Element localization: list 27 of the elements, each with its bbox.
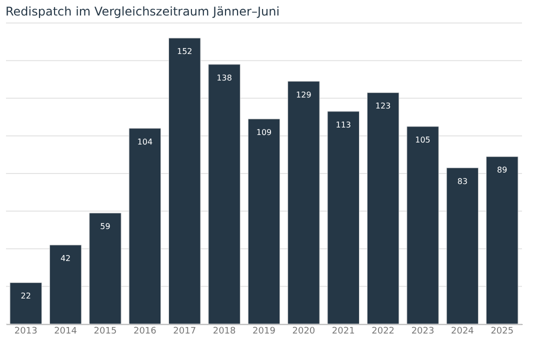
- data-label: 89: [497, 166, 508, 175]
- data-label: 83: [457, 176, 468, 186]
- x-tick-label: 2021: [332, 326, 355, 336]
- data-label: 123: [375, 102, 391, 111]
- x-tick-label: 2023: [411, 326, 434, 336]
- x-tick-label: 2018: [212, 326, 236, 336]
- x-tick-label: 2016: [133, 326, 157, 336]
- data-label: 129: [296, 90, 312, 100]
- x-tick-label: 2013: [14, 326, 38, 336]
- x-tick-label: 2014: [54, 326, 78, 336]
- data-label: 22: [20, 292, 31, 301]
- x-tick-label: 2015: [94, 326, 117, 336]
- data-label: 113: [336, 120, 352, 130]
- data-label: 105: [415, 135, 430, 144]
- data-label: 104: [137, 137, 153, 146]
- x-tick-label: 2020: [292, 326, 316, 336]
- x-tick-label: 2024: [451, 326, 474, 336]
- data-label: 59: [100, 222, 110, 232]
- x-tick-label: 2019: [252, 326, 276, 336]
- x-tick-label: 2017: [173, 326, 196, 336]
- data-label: 138: [216, 73, 232, 82]
- x-tick-label: 2025: [490, 326, 514, 336]
- data-label: 152: [176, 47, 192, 56]
- chart-title: Redispatch im Vergleichszeitraum Jänner–Juni: [6, 4, 280, 18]
- x-tick-label: 2022: [372, 326, 395, 336]
- data-label: 109: [256, 128, 272, 137]
- data-label: 42: [60, 254, 71, 263]
